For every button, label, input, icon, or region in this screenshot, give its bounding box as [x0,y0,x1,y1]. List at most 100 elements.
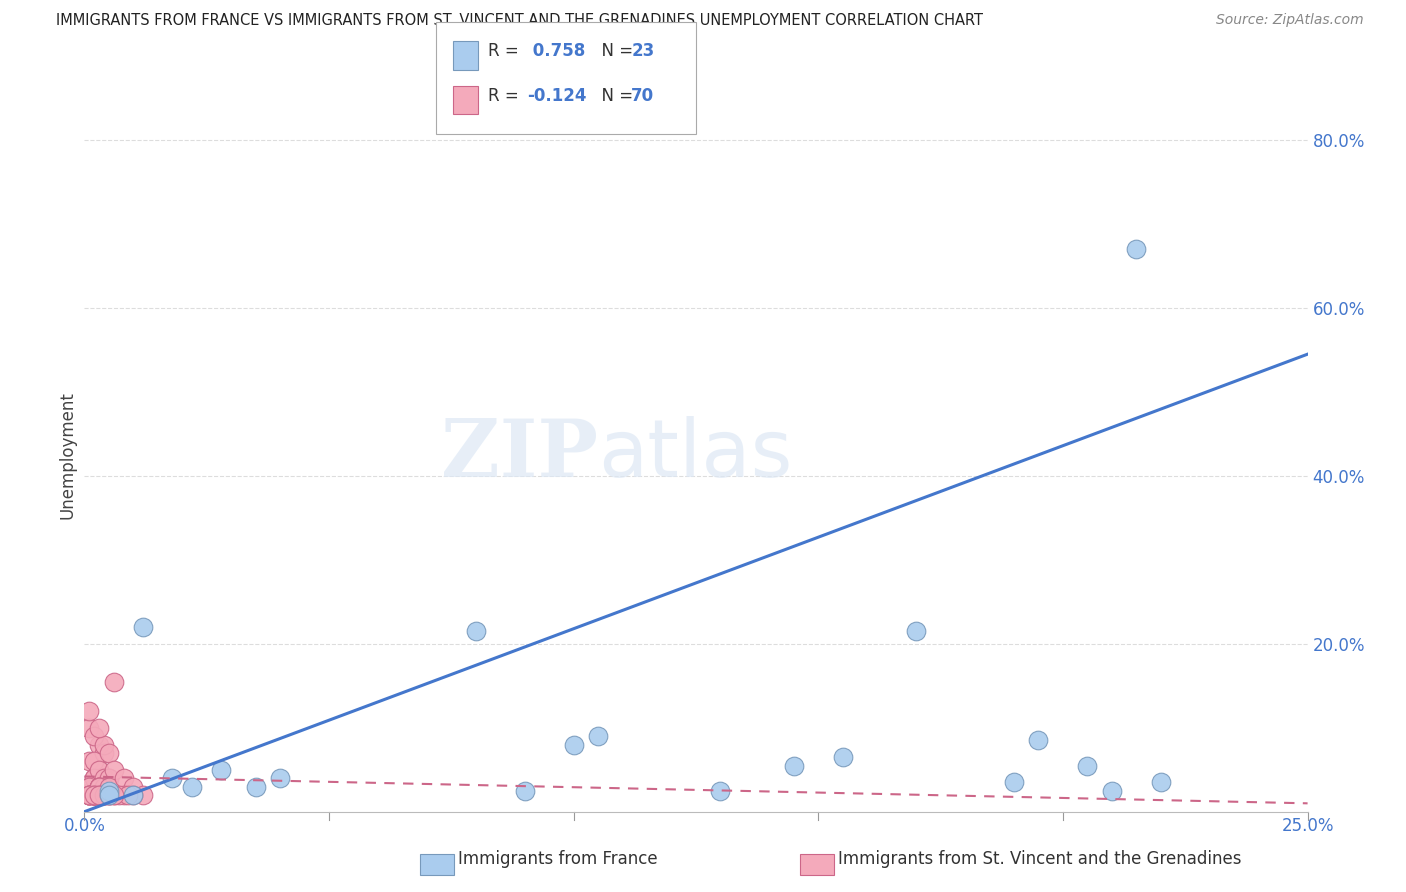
Point [1002,775,1025,789]
Point [97,788,120,802]
Text: Immigrants from France: Immigrants from France [458,850,658,868]
Point [77,755,100,769]
Point [122,788,145,802]
Point [269,771,291,785]
Point [112,771,135,785]
Text: N =: N = [591,87,638,104]
Text: 70: 70 [631,87,654,104]
Point [87,788,110,802]
Point [97,771,120,785]
Point [97,783,120,797]
Point [77,788,100,802]
Text: 23: 23 [631,42,655,60]
Point [87,763,110,777]
Point [783,758,806,772]
Text: Source: ZipAtlas.com: Source: ZipAtlas.com [1216,13,1364,28]
Point [107,788,129,802]
Point [93,780,115,794]
Point [562,738,585,752]
Point [513,783,536,797]
Point [97,788,120,802]
Point [87,788,110,802]
Point [83,788,105,802]
Point [122,788,145,802]
Point [77,788,100,802]
Point [97,780,120,794]
Point [122,780,145,794]
Point [77,788,100,802]
Point [83,788,105,802]
Point [87,788,110,802]
Point [77,704,100,718]
Point [93,746,115,760]
Point [162,771,184,785]
Point [87,721,110,735]
Text: ZIP: ZIP [441,416,598,494]
Point [77,788,100,802]
Point [1028,733,1050,747]
Point [93,780,115,794]
Point [93,771,115,785]
Point [87,788,110,802]
Point [83,788,105,802]
Point [83,788,105,802]
Point [87,788,110,802]
Point [77,721,100,735]
Point [83,780,105,794]
Text: atlas: atlas [598,416,793,494]
Point [831,750,853,764]
Point [93,780,115,794]
Point [103,674,125,689]
Point [132,620,155,634]
Point [905,624,928,639]
Point [103,763,125,777]
Text: R =: R = [488,42,524,60]
Point [132,788,155,802]
Point [83,729,105,743]
Point [83,788,105,802]
Point [1150,775,1173,789]
Point [83,771,105,785]
Point [87,780,110,794]
Point [93,788,115,802]
Point [87,780,110,794]
Y-axis label: Unemployment: Unemployment [58,391,76,519]
Text: IMMIGRANTS FROM FRANCE VS IMMIGRANTS FROM ST. VINCENT AND THE GRENADINES UNEMPLO: IMMIGRANTS FROM FRANCE VS IMMIGRANTS FRO… [56,13,983,29]
Point [117,788,139,802]
Point [93,788,115,802]
Point [245,780,267,794]
Point [87,763,110,777]
Point [1076,758,1098,772]
Point [209,763,232,777]
Point [181,780,204,794]
Point [709,783,731,797]
Point [87,788,110,802]
Point [87,788,110,802]
Point [103,788,125,802]
Point [83,788,105,802]
Point [97,771,120,785]
Point [1101,783,1123,797]
Point [83,788,105,802]
Point [103,788,125,802]
Point [93,738,115,752]
Point [1125,242,1147,256]
Point [464,624,486,639]
Point [83,771,105,785]
Point [97,788,120,802]
Point [77,788,100,802]
Text: 0.758: 0.758 [527,42,585,60]
Point [93,788,115,802]
Point [87,780,110,794]
Text: -0.124: -0.124 [527,87,586,104]
Point [77,780,100,794]
Point [83,788,105,802]
Point [97,746,120,760]
Point [87,788,110,802]
Point [83,788,105,802]
Point [83,788,105,802]
Point [77,788,100,802]
Point [87,738,110,752]
Point [112,788,135,802]
Point [87,780,110,794]
